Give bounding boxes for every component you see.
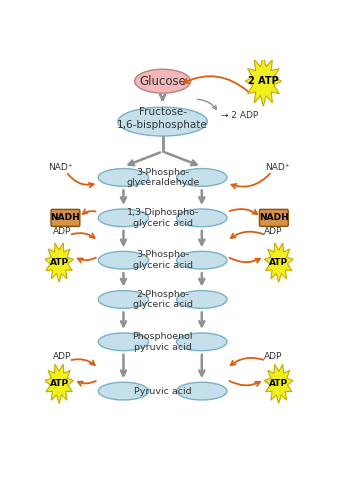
Ellipse shape xyxy=(135,69,191,93)
Text: 3-Phospho-
glyceric acid: 3-Phospho- glyceric acid xyxy=(132,250,193,270)
Ellipse shape xyxy=(98,168,149,186)
Polygon shape xyxy=(45,364,74,404)
Ellipse shape xyxy=(98,290,149,308)
Text: ATP: ATP xyxy=(49,379,69,388)
Polygon shape xyxy=(245,56,282,106)
Text: 3-Phospho-
glyceraldehyde: 3-Phospho- glyceraldehyde xyxy=(126,168,199,188)
Text: ADP: ADP xyxy=(264,227,282,236)
Text: NADH: NADH xyxy=(259,214,288,222)
Text: → 2 ADP: → 2 ADP xyxy=(221,110,258,120)
Text: NAD⁺: NAD⁺ xyxy=(265,164,290,172)
Ellipse shape xyxy=(177,168,227,186)
Ellipse shape xyxy=(118,107,207,136)
Text: ADP: ADP xyxy=(53,227,71,236)
Text: ATP: ATP xyxy=(49,258,69,266)
Ellipse shape xyxy=(98,252,149,269)
Text: ADP: ADP xyxy=(53,352,71,362)
Text: Phosphoenol
pyruvic acid: Phosphoenol pyruvic acid xyxy=(132,332,193,351)
Text: Fructose-
1,6-bisphosphate: Fructose- 1,6-bisphosphate xyxy=(117,108,208,130)
Polygon shape xyxy=(45,243,74,282)
Text: 2-Phospho-
glyceric acid: 2-Phospho- glyceric acid xyxy=(132,290,193,310)
Ellipse shape xyxy=(177,209,227,226)
Text: NAD⁺: NAD⁺ xyxy=(48,164,73,172)
Text: Pyruvic acid: Pyruvic acid xyxy=(134,386,191,396)
Ellipse shape xyxy=(98,382,149,400)
FancyBboxPatch shape xyxy=(260,210,288,226)
Ellipse shape xyxy=(98,209,149,226)
Text: NADH: NADH xyxy=(51,214,80,222)
Text: Glucose: Glucose xyxy=(139,74,186,88)
Polygon shape xyxy=(264,243,293,282)
Ellipse shape xyxy=(177,252,227,269)
Text: 2 ATP: 2 ATP xyxy=(248,76,279,86)
Polygon shape xyxy=(264,364,293,404)
Ellipse shape xyxy=(177,333,227,350)
Ellipse shape xyxy=(177,290,227,308)
Text: ATP: ATP xyxy=(269,258,288,266)
Ellipse shape xyxy=(98,333,149,350)
Ellipse shape xyxy=(177,382,227,400)
FancyBboxPatch shape xyxy=(51,210,80,226)
Text: ATP: ATP xyxy=(269,379,288,388)
Text: ADP: ADP xyxy=(264,352,282,362)
Text: 1,3-Diphospho-
glyceric acid: 1,3-Diphospho- glyceric acid xyxy=(126,208,199,228)
